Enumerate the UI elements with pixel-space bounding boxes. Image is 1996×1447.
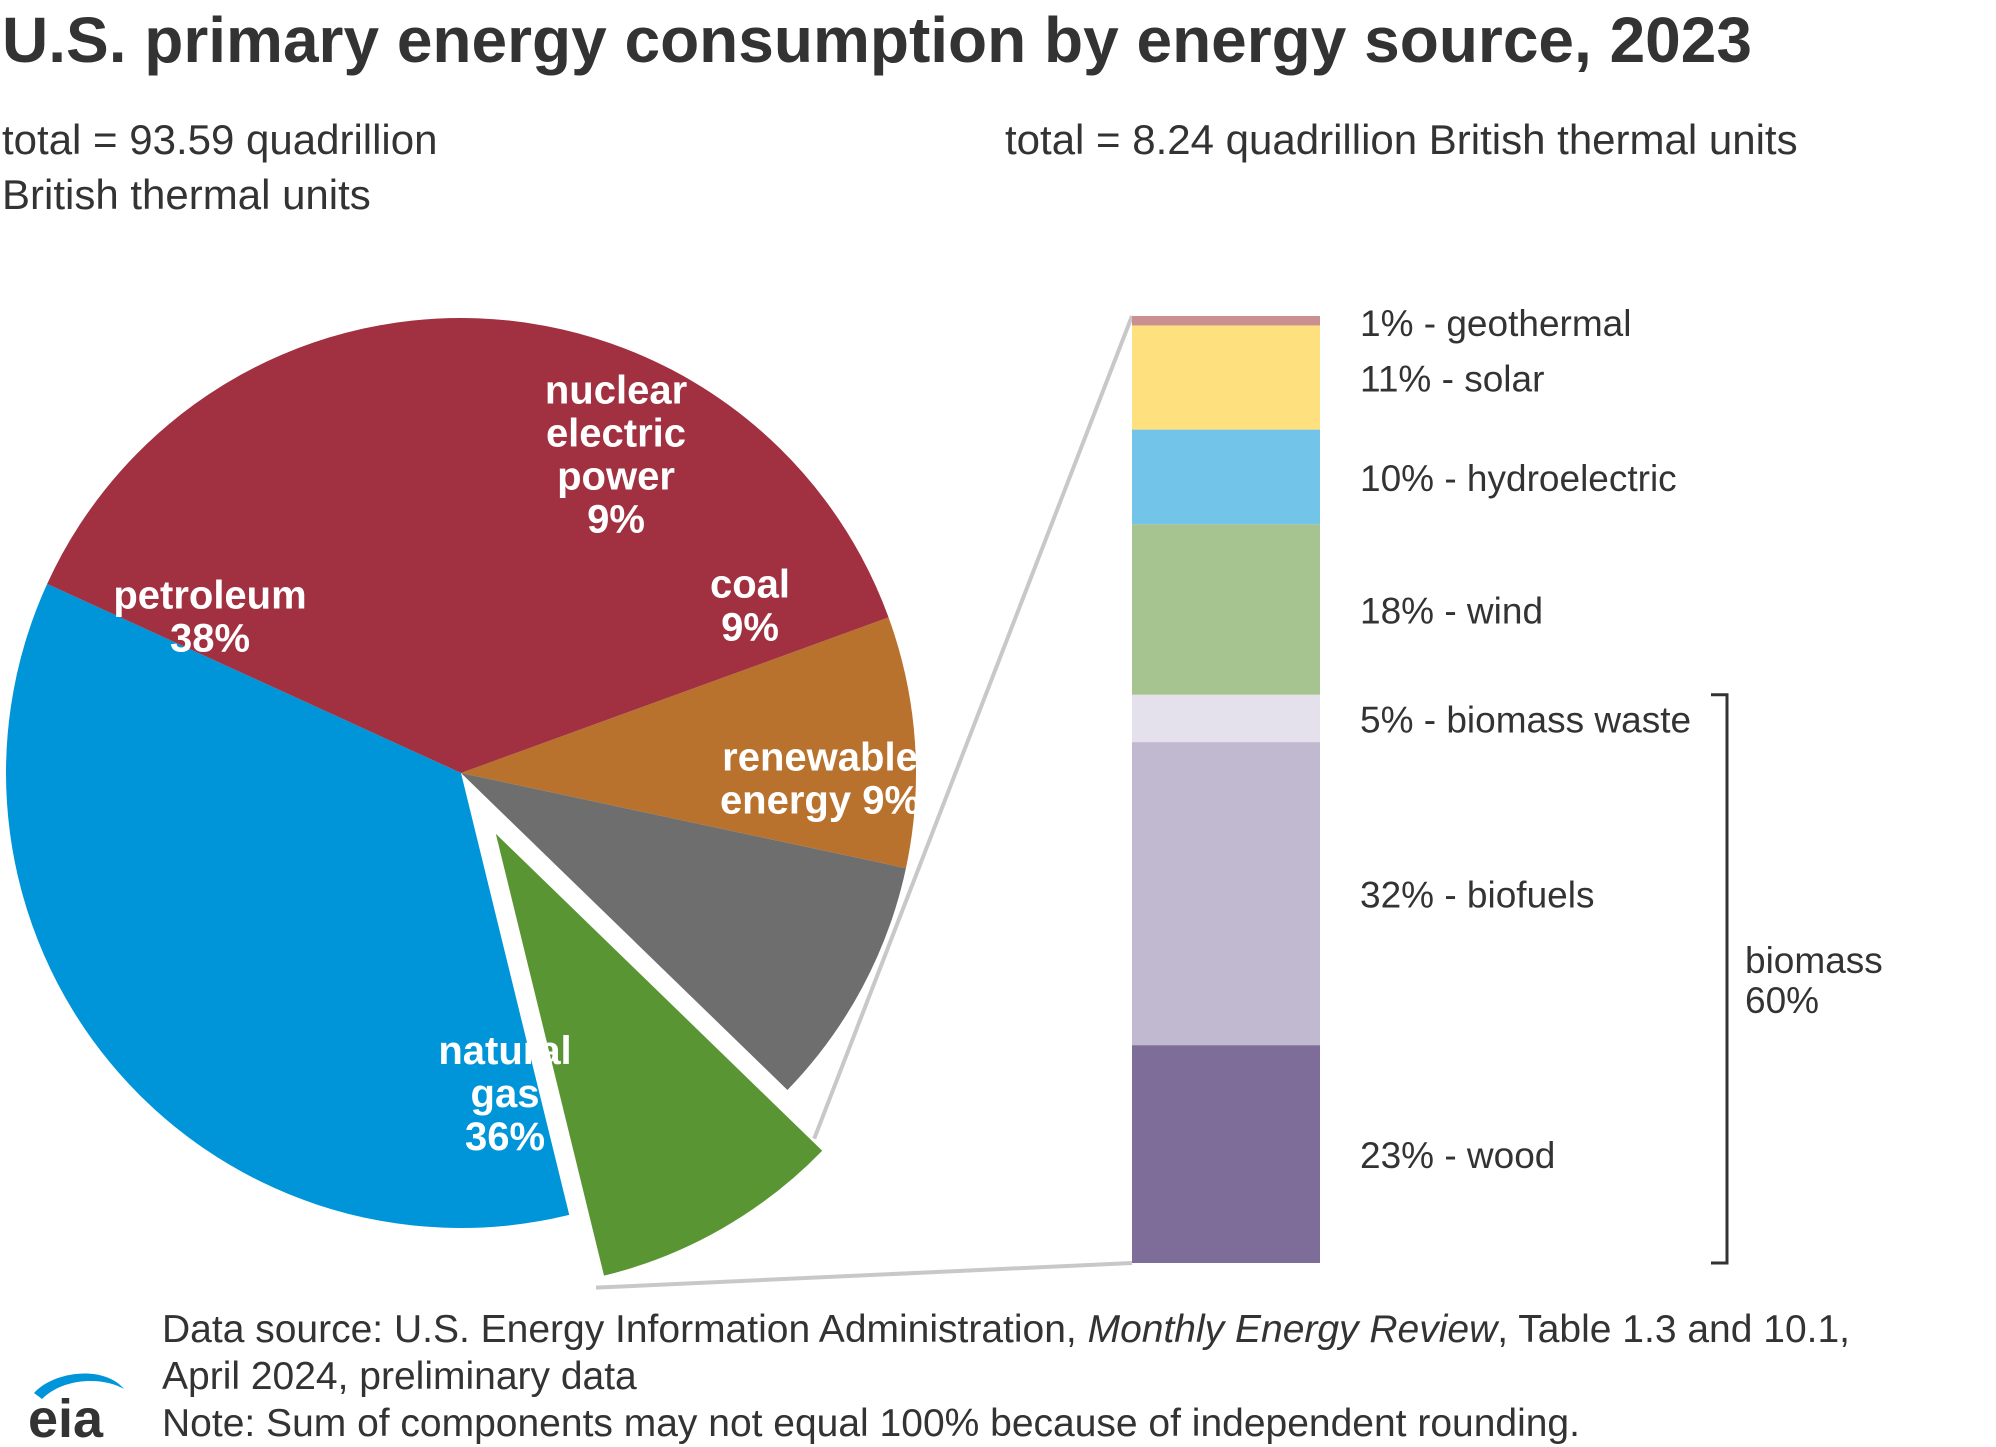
renewable-bar-labels: 1% - geothermal 11% - solar 10% - hydroele… [1360,303,1691,1176]
pie-slice-nuclear [461,617,916,869]
renewable-stacked-bar [1132,316,1320,1263]
pie-label-nuclear-0: nuclear [545,369,687,413]
bar-segment-geothermal [1132,316,1320,326]
pie-slice-natural [5,583,570,1228]
data-source-line: Data source: U.S. Energy Information Adm… [162,1306,1850,1353]
bar-label-wind: 18% - wind [1360,591,1543,632]
renewable-total-subtitle: total = 8.24 quadrillion British thermal… [1005,116,1798,163]
bar-segment-biofuels [1132,742,1320,1046]
biomass-group-label-1: 60% [1745,980,1819,1021]
pie-label-renewable-0: renewable [722,736,918,780]
chart-footer: Data source: U.S. Energy Information Adm… [162,1306,1850,1447]
bar-label-biofuels: 32% - biofuels [1360,875,1594,916]
pie-label-coal-1: 9% [721,606,779,650]
bar-label-solar: 11% - solar [1360,359,1544,400]
explode-connectors [595,315,1134,1290]
pie-label-nuclear-3: 9% [587,498,645,542]
bar-label-biomass-waste: 5% - biomass waste [1360,699,1691,740]
connector-line-bottom [595,1261,1133,1290]
bar-segment-solar [1132,325,1320,430]
pie-label-nuclear-2: power [557,455,675,499]
pie-label-nuclear-1: electric [546,412,686,456]
energy-chart: nuclearelectricpower9%coal9%renewableene… [5,303,1883,1290]
eia-logo-wordmark: eia [28,1389,104,1445]
pie-slice-petroleum [47,318,889,773]
pie-label-natural-1: gas [471,1072,540,1116]
pie-chart [5,318,916,1276]
biomass-bracket [1711,693,1729,1265]
data-source-date: April 2024, preliminary data [162,1355,637,1398]
data-source-prefix: Data source: U.S. Energy Information Adm… [162,1308,1088,1351]
data-source-suffix: , Table 1.3 and 10.1, [1497,1308,1850,1351]
rounding-note: Note: Sum of components may not equal 10… [162,1402,1580,1445]
bar-label-hydroelectric: 10% - hydroelectric [1360,458,1677,499]
bar-segment-hydroelectric [1132,429,1320,525]
bar-label-geothermal: 1% - geothermal [1360,303,1631,344]
eia-logo-swoosh [34,1373,124,1399]
pie-labels: nuclearelectricpower9%coal9%renewableene… [113,369,920,1160]
pie-slice-coal [461,773,906,1090]
bar-segment-wood [1132,1045,1320,1263]
chart-title: U.S. primary energy consumption by energ… [2,4,1752,76]
bar-segment-biomass-waste [1132,694,1320,743]
biomass-group-label-0: biomass [1745,940,1883,981]
data-source-publication: Monthly Energy Review [1087,1308,1498,1351]
pie-label-natural-2: 36% [465,1115,545,1159]
connector-line-top [812,315,1134,1140]
bar-label-wood: 23% - wood [1360,1135,1555,1176]
pie-label-petroleum-1: 38% [170,617,250,661]
pie-label-natural-0: natural [438,1029,571,1073]
pie-slice-renewable [495,833,823,1276]
pie-label-coal-0: coal [710,563,790,607]
pie-label-petroleum-0: petroleum [113,574,306,618]
pie-label-renewable-1: energy 9% [720,779,920,823]
eia-logo: eia [28,1373,124,1445]
pie-total-subtitle: total = 93.59 quadrillion British therma… [2,116,438,218]
bar-segment-wind [1132,524,1320,695]
